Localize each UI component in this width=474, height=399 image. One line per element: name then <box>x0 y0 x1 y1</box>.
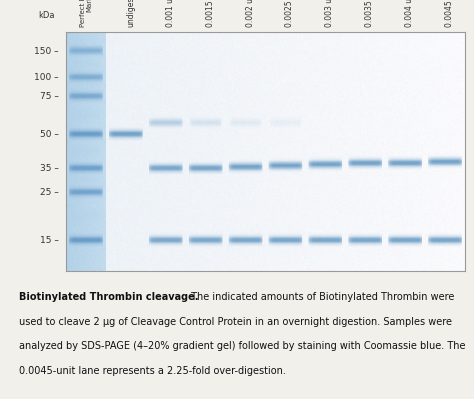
Text: 0.004 unit: 0.004 unit <box>405 0 414 27</box>
Text: 25 –: 25 – <box>40 188 58 197</box>
Text: Biotinylated Thrombin cleavage.: Biotinylated Thrombin cleavage. <box>19 292 199 302</box>
Text: 50 –: 50 – <box>39 130 58 139</box>
Text: 150 –: 150 – <box>34 47 58 55</box>
Text: kDa: kDa <box>38 11 55 20</box>
Text: 0.001 unit: 0.001 unit <box>166 0 175 27</box>
Text: undigested: undigested <box>126 0 135 27</box>
Text: 0.002 unit: 0.002 unit <box>246 0 255 27</box>
Text: 0.0045-unit lane represents a 2.25-fold over-digestion.: 0.0045-unit lane represents a 2.25-fold … <box>19 366 286 376</box>
Text: 0.0015 unit: 0.0015 unit <box>206 0 215 27</box>
Text: 0.0045 unit: 0.0045 unit <box>445 0 454 27</box>
Text: 100 –: 100 – <box>34 73 58 82</box>
Text: Perfect Protein™
Markers: Perfect Protein™ Markers <box>80 0 93 27</box>
Text: 15 –: 15 – <box>39 236 58 245</box>
Text: 0.0025 unit: 0.0025 unit <box>285 0 294 27</box>
Text: 0.003 unit: 0.003 unit <box>325 0 334 27</box>
Text: analyzed by SDS-PAGE (4–20% gradient gel) followed by staining with Coomassie bl: analyzed by SDS-PAGE (4–20% gradient gel… <box>19 342 465 352</box>
Text: The indicated amounts of Biotinylated Thrombin were: The indicated amounts of Biotinylated Th… <box>188 292 454 302</box>
Text: used to cleave 2 μg of Cleavage Control Protein in an overnight digestion. Sampl: used to cleave 2 μg of Cleavage Control … <box>19 317 452 327</box>
Text: 35 –: 35 – <box>39 164 58 173</box>
Text: 75 –: 75 – <box>39 92 58 101</box>
Text: 0.0035 unit: 0.0035 unit <box>365 0 374 27</box>
